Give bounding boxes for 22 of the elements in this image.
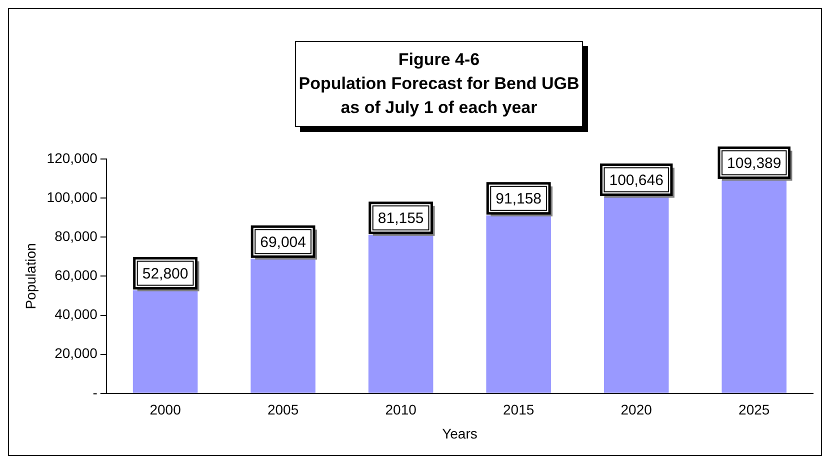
y-axis-title: Population [22, 243, 38, 310]
y-tick-label: 60,000 [54, 267, 98, 284]
y-tick-label: 20,000 [54, 345, 98, 362]
x-axis-title: Years [442, 425, 478, 442]
x-tick-label: 2000 [150, 402, 182, 418]
x-tick-label: 2015 [503, 402, 534, 418]
x-tick-label: 2010 [385, 402, 417, 418]
y-tick-label: 80,000 [54, 228, 98, 244]
data-label: 52,800 [142, 265, 188, 282]
y-tick-label: - [92, 384, 98, 400]
data-label: 109,389 [727, 154, 782, 172]
y-tick-label: 100,000 [46, 188, 98, 205]
chart-title: Figure 4-6 Population Forecast for Bend UGB as of July 1 of each year [298, 49, 580, 119]
x-tick-label: 2025 [738, 402, 770, 418]
data-label: 69,004 [260, 234, 306, 251]
data-label: 81,155 [378, 210, 424, 228]
y-tick-label: 40,000 [54, 306, 98, 322]
data-label: 100,646 [609, 172, 664, 189]
x-tick-label: 2005 [267, 402, 299, 418]
y-tick-label: 120,000 [46, 150, 98, 166]
data-label: 91,158 [496, 190, 542, 208]
x-tick-label: 2020 [620, 402, 652, 418]
